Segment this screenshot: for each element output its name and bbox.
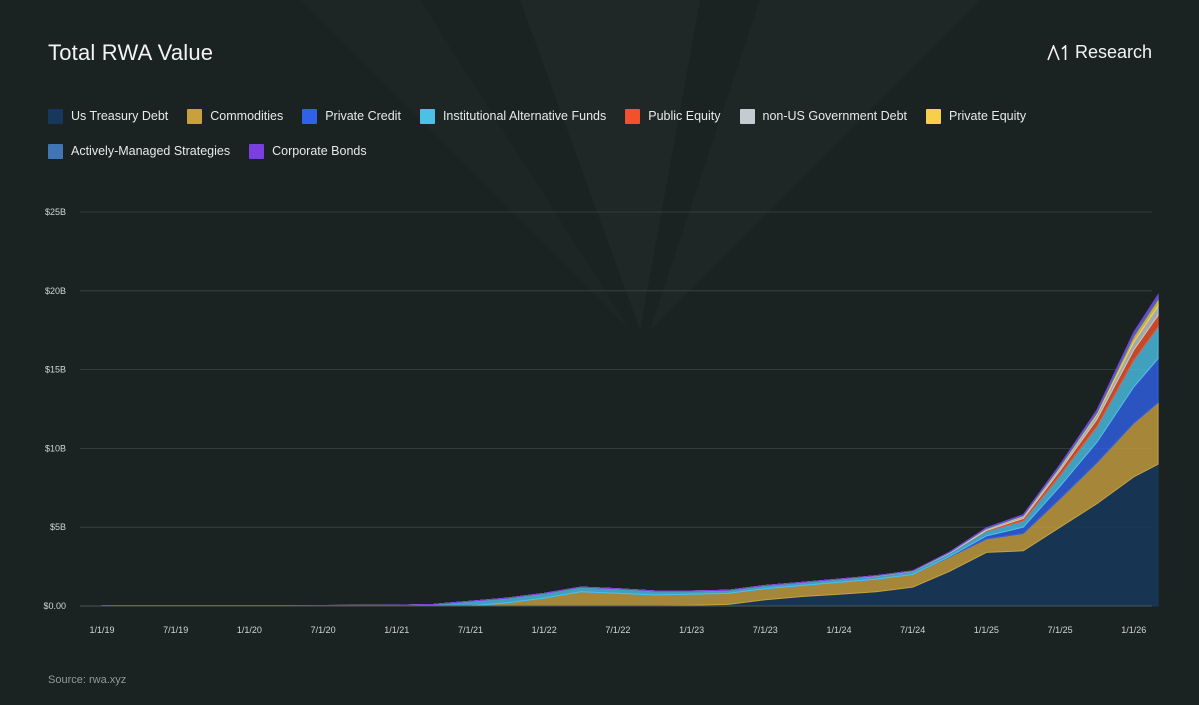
x-tick-label: 7/1/23: [753, 625, 778, 635]
legend-label: Public Equity: [648, 109, 721, 123]
legend-item-6[interactable]: Private Equity: [926, 108, 1026, 124]
legend-label: non-US Government Debt: [762, 109, 908, 123]
a1-logo-icon: [1047, 44, 1067, 60]
source-note: Source: rwa.xyz: [48, 674, 127, 686]
legend-item-2[interactable]: Private Credit: [302, 108, 401, 124]
x-tick-label: 7/1/25: [1048, 625, 1073, 635]
x-tick-label: 1/1/25: [974, 625, 999, 635]
legend-item-1[interactable]: Commodities: [187, 108, 283, 124]
legend-swatch: [187, 108, 203, 124]
legend-item-3[interactable]: Institutional Alternative Funds: [419, 108, 607, 124]
legend-swatch: [926, 108, 942, 124]
chart-legend: Us Treasury Debt Commodities Private Credi…: [48, 108, 1108, 159]
y-tick-label: $10B: [45, 443, 66, 453]
x-tick-label: 1/1/22: [532, 625, 557, 635]
x-tick-label: 1/1/20: [237, 625, 262, 635]
legend-item-5[interactable]: non-US Government Debt: [739, 108, 908, 124]
x-tick-label: 7/1/22: [605, 625, 630, 635]
legend-label: Corporate Bonds: [272, 144, 367, 158]
legend-label: Private Credit: [325, 109, 401, 123]
brand-name: Research: [1074, 42, 1152, 62]
legend-swatch: [48, 108, 63, 124]
y-tick-label: $5B: [50, 522, 66, 532]
x-tick-label: 7/1/19: [163, 625, 188, 635]
x-tick-label: 7/1/21: [458, 625, 483, 635]
x-tick-label: 1/1/26: [1121, 625, 1146, 635]
x-tick-label: 7/1/24: [900, 625, 925, 635]
legend-label: Us Treasury Debt: [71, 109, 169, 123]
legend-item-4[interactable]: Public Equity: [625, 108, 721, 124]
legend-swatch: [302, 108, 318, 124]
x-tick-label: 1/1/19: [89, 625, 114, 635]
legend-label: Commodities: [210, 109, 284, 123]
y-tick-label: $20B: [45, 286, 66, 296]
legend-label: Actively-Managed Strategies: [71, 144, 231, 158]
y-tick-label: $25B: [45, 207, 66, 217]
legend-swatch: [419, 108, 435, 124]
legend-label: Private Equity: [949, 109, 1027, 123]
legend-item-8[interactable]: Corporate Bonds: [249, 143, 367, 159]
legend-label: Institutional Alternative Funds: [442, 109, 607, 123]
y-tick-label: $0.00: [43, 601, 66, 611]
x-tick-label: 1/1/24: [826, 625, 851, 635]
brand-logo: Research: [1047, 42, 1152, 63]
legend-item-7[interactable]: Actively-Managed Strategies: [48, 143, 230, 159]
x-tick-label: 1/1/23: [679, 625, 704, 635]
legend-item-0[interactable]: Us Treasury Debt: [48, 108, 168, 124]
y-tick-label: $15B: [45, 365, 66, 375]
x-tick-label: 1/1/21: [384, 625, 409, 635]
legend-swatch: [625, 108, 641, 124]
chart-title: Total RWA Value: [48, 40, 214, 65]
x-tick-label: 7/1/20: [311, 625, 336, 635]
legend-swatch: [739, 108, 755, 124]
legend-swatch: [249, 143, 265, 159]
legend-swatch: [48, 143, 63, 159]
area-series-8: [102, 293, 1159, 607]
